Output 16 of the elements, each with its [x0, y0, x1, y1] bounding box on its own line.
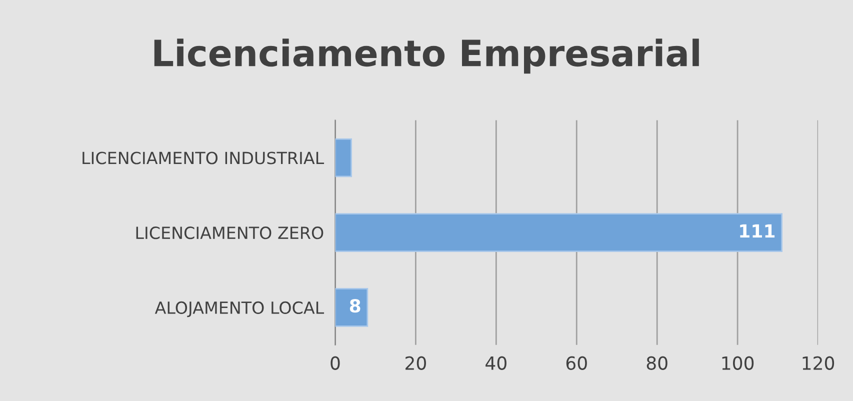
- bar: [335, 138, 352, 178]
- bar: [335, 288, 368, 327]
- x-tick-label: 0: [330, 356, 340, 370]
- x-tick-label: 60: [566, 356, 587, 370]
- y-tick-label: LICENCIAMENTO ZERO: [136, 226, 324, 240]
- data-label: 8: [350, 299, 360, 313]
- x-tick-label: 20: [406, 356, 426, 370]
- y-tick-label: ALOJAMENTO LOCAL: [154, 301, 324, 318]
- x-tick-label: 100: [722, 356, 754, 370]
- x-tick-label: 40: [486, 356, 506, 370]
- x-tick-label: 120: [802, 356, 834, 370]
- y-tick-label: LICENCIAMENTO INDUSTRIAL: [82, 152, 324, 164]
- bar: [335, 213, 783, 252]
- data-label: 111: [740, 224, 775, 238]
- chart-title: Licenciamento Empresarial: [154, 38, 699, 74]
- x-tick-label: 80: [646, 356, 668, 370]
